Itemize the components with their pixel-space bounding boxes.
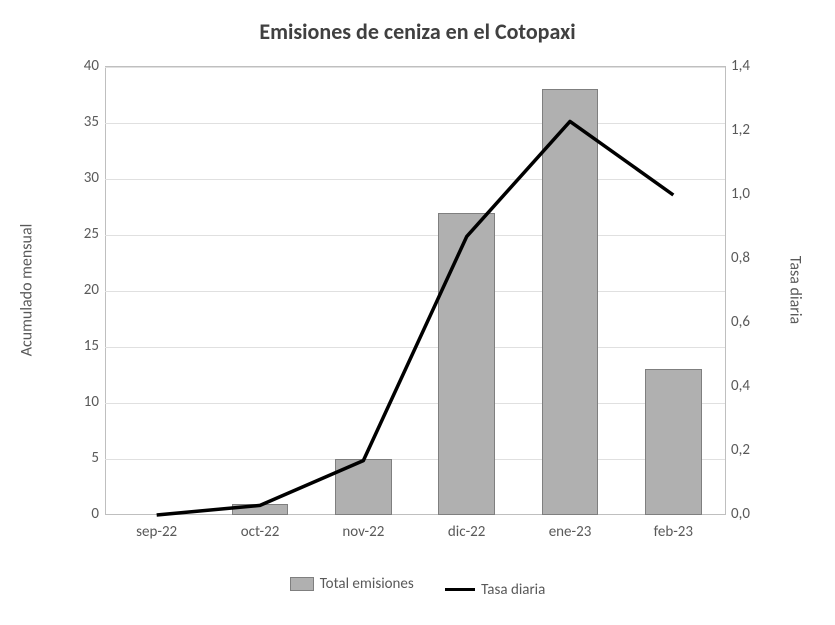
y-left-tick-label: 5 — [39, 449, 99, 467]
line-series — [105, 67, 725, 515]
y-left-tick-label: 25 — [39, 225, 99, 243]
y-right-tick-label: 1,4 — [731, 57, 791, 75]
y-right-tick-label: 1,0 — [731, 185, 791, 203]
x-tick-label: ene-23 — [549, 523, 592, 541]
y-left-tick-label: 40 — [39, 57, 99, 75]
y-left-tick-label: 20 — [39, 281, 99, 299]
y-left-tick-label: 10 — [39, 393, 99, 411]
legend-item-line: Tasa diaria — [445, 581, 545, 599]
x-tick-label: sep-22 — [136, 523, 177, 541]
legend-swatch-bar — [290, 577, 314, 591]
y-right-tick-label: 0,0 — [731, 505, 791, 523]
y-right-tick-label: 0,8 — [731, 249, 791, 267]
y-left-tick-label: 15 — [39, 337, 99, 355]
legend-item-bars: Total emisiones — [290, 575, 414, 593]
legend-label-bars: Total emisiones — [320, 575, 414, 593]
legend-swatch-line — [445, 588, 475, 591]
x-tick-label: dic-22 — [448, 523, 485, 541]
chart-title: Emisiones de ceniza en el Cotopaxi — [0, 18, 835, 45]
y-axis-right-label: Tasa diaria — [786, 256, 805, 324]
y-axis-left-label: Acumulado mensual — [18, 224, 37, 357]
chart-container: Emisiones de ceniza en el Cotopaxi 05101… — [0, 0, 835, 625]
y-right-tick-label: 0,4 — [731, 377, 791, 395]
y-left-tick-label: 30 — [39, 169, 99, 187]
y-left-tick-label: 35 — [39, 113, 99, 131]
y-right-tick-label: 1,2 — [731, 121, 791, 139]
y-right-tick-label: 0,2 — [731, 441, 791, 459]
legend: Total emisiones Tasa diaria — [0, 575, 835, 599]
x-tick-label: nov-22 — [342, 523, 384, 541]
x-tick-label: oct-22 — [241, 523, 280, 541]
y-left-tick-label: 0 — [39, 505, 99, 523]
x-tick-label: feb-23 — [654, 523, 693, 541]
y-right-tick-label: 0,6 — [731, 313, 791, 331]
legend-label-line: Tasa diaria — [481, 581, 545, 599]
line-path — [157, 121, 674, 515]
plot-area: 05101520253035400,00,20,40,60,81,01,21,4… — [105, 66, 726, 515]
